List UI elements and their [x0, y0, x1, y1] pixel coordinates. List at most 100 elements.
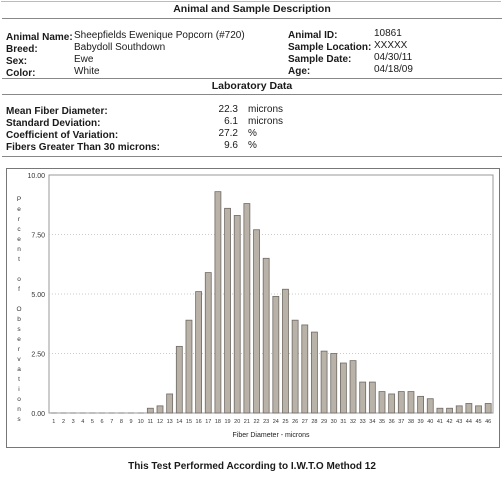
fibers-over-30-unit: %: [248, 140, 257, 151]
y-axis-label-letter: O: [16, 306, 21, 313]
histogram-bar: [455, 405, 463, 414]
histogram-bar: [417, 395, 425, 414]
histogram-bar: [166, 393, 174, 414]
histogram-bar: [272, 295, 280, 414]
histogram-bar: [359, 381, 367, 414]
x-tick-label: 12: [157, 419, 163, 425]
histogram-bar: [475, 405, 482, 414]
x-tick-label: 17: [205, 419, 211, 425]
section-divider: [2, 78, 502, 79]
standard-deviation-label: Standard Deviation:: [6, 118, 101, 129]
histogram-bar: [320, 350, 328, 414]
x-tick-label: 31: [340, 419, 346, 425]
standard-deviation-value: 6.1: [224, 116, 238, 127]
y-axis-label-letter: t: [18, 376, 20, 383]
y-axis-label-letter: c: [17, 226, 21, 233]
x-tick-label: 44: [466, 419, 472, 425]
fibers-over-30-value: 9.6: [224, 140, 238, 151]
y-axis-label-letter: i: [18, 386, 19, 393]
histogram-bar: [282, 288, 289, 414]
histogram-panel: 0.00 2.50 5.00 7.50 10.00 1 2 3 4 5 6 7 8 9 10 11 12 13 14…: [6, 168, 500, 448]
y-axis-label-letter: n: [17, 406, 21, 413]
animal-id-value: 10861: [374, 28, 402, 39]
x-tick-label: 26: [292, 419, 298, 425]
x-tick-label: 25: [282, 419, 288, 425]
y-tick-label: 0.00: [31, 411, 45, 418]
section-divider: [2, 94, 502, 95]
histogram-bar: [262, 257, 270, 414]
sample-date-value: 04/30/11: [374, 52, 413, 63]
histogram-bar: [378, 391, 386, 414]
histogram-bar: [388, 393, 396, 414]
histogram-bar: [224, 207, 231, 414]
x-tick-label: 19: [225, 419, 231, 425]
histogram-bar: [301, 324, 309, 414]
histogram-bar: [484, 403, 492, 414]
x-tick-label: 27: [302, 419, 308, 425]
y-tick-label: 10.00: [27, 173, 45, 180]
histogram-bar: [253, 229, 260, 414]
histogram-bar: [407, 391, 415, 414]
x-tick-label: 22: [253, 419, 259, 425]
y-axis-label-letter: b: [17, 316, 21, 323]
histogram-bar: [175, 345, 183, 414]
x-tick-label: 13: [167, 419, 173, 425]
y-tick-label: 7.50: [31, 233, 45, 240]
x-tick-label: 35: [379, 419, 385, 425]
y-axis-label-letter: e: [17, 336, 21, 343]
lab-section-title: Laboratory Data: [211, 80, 293, 92]
standard-deviation-unit: microns: [248, 116, 284, 127]
histogram-bar: [146, 407, 154, 414]
histogram-bar: [243, 203, 251, 414]
y-axis-label-letter: e: [17, 236, 21, 243]
x-tick-label: 23: [263, 419, 269, 425]
coefficient-of-variation-unit: %: [248, 128, 257, 139]
animal-id-label: Animal ID:: [288, 30, 338, 41]
section-divider: [2, 18, 502, 19]
x-tick-label: 37: [398, 419, 404, 425]
y-axis-label-letter: P: [17, 196, 21, 203]
color-value: White: [74, 66, 100, 77]
x-tick-label: 16: [196, 419, 202, 425]
method-footer: This Test Performed According to I.W.T.O…: [128, 461, 376, 472]
x-tick-label: 1: [52, 419, 55, 425]
x-tick-label: 29: [321, 419, 327, 425]
y-axis-label-letter: v: [17, 356, 21, 363]
y-axis-label-letter: r: [18, 216, 21, 223]
x-tick-label: 45: [475, 419, 481, 425]
y-axis-label-letter: o: [17, 396, 21, 403]
coefficient-of-variation-label: Coefficient of Variation:: [6, 130, 119, 141]
y-axis-label-letter: a: [17, 366, 21, 373]
x-tick-label: 7: [110, 419, 113, 425]
histogram-bar: [397, 391, 405, 414]
animal-name-label: Animal Name:: [6, 32, 73, 43]
x-tick-label: 6: [101, 419, 104, 425]
x-tick-label: 21: [244, 419, 250, 425]
histogram-bar: [446, 407, 453, 414]
sample-date-label: Sample Date:: [288, 54, 352, 65]
x-tick-label: 3: [72, 419, 75, 425]
coefficient-of-variation-value: 27.2: [218, 128, 238, 139]
x-tick-label: 46: [485, 419, 491, 425]
histogram-bar: [368, 381, 376, 414]
y-axis-label-letter: t: [18, 256, 20, 263]
y-axis-label-letter: f: [18, 286, 20, 293]
x-tick-label: 32: [350, 419, 356, 425]
mean-fiber-diameter-label: Mean Fiber Diameter:: [6, 106, 108, 117]
x-tick-label: 18: [215, 419, 221, 425]
x-tick-label: 40: [427, 419, 433, 425]
x-tick-label: 8: [120, 419, 123, 425]
sex-label: Sex:: [6, 56, 28, 67]
x-tick-label: 11: [147, 419, 153, 425]
x-tick-label: 5: [91, 419, 94, 425]
y-axis-label-letter: n: [17, 246, 21, 253]
x-tick-label: 43: [456, 419, 462, 425]
y-axis-label-letter: o: [17, 276, 21, 283]
x-tick-label: 2: [62, 419, 65, 425]
histogram-bar: [465, 403, 473, 414]
x-tick-label: 14: [176, 419, 182, 425]
animal-section-title: Animal and Sample Description: [173, 3, 331, 15]
x-tick-label: 34: [369, 419, 375, 425]
x-tick-label: 24: [273, 419, 279, 425]
